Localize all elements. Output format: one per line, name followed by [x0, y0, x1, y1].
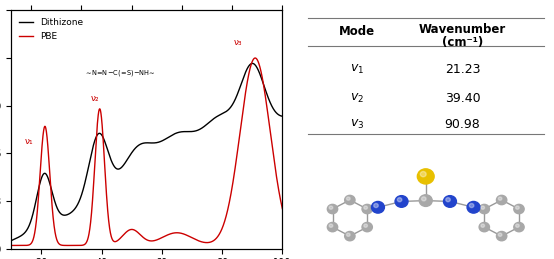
Text: $\mathsf{\sim\!N\!=\!N\!-\!C(\!=\!S)\!-\!NH\!\sim}$: $\mathsf{\sim\!N\!=\!N\!-\!C(\!=\!S)\!-\…	[84, 68, 156, 78]
PBE	[22, 244, 28, 247]
Dithizone	[279, 115, 286, 118]
Dithizone	[222, 111, 228, 114]
Dithizone	[140, 142, 146, 145]
PBE	[8, 244, 14, 247]
Text: ν₃: ν₃	[234, 38, 243, 47]
Text: ν₂: ν₂	[91, 94, 100, 103]
PBE	[252, 56, 259, 60]
PBE	[222, 220, 228, 223]
Dithizone	[271, 109, 278, 112]
Dithizone	[22, 231, 28, 234]
Dithizone	[271, 109, 278, 112]
Text: 21.23: 21.23	[445, 63, 480, 76]
PBE	[279, 207, 286, 210]
Dithizone	[132, 146, 139, 149]
Line: Dithizone: Dithizone	[11, 63, 283, 241]
Text: $v_2$: $v_2$	[350, 92, 364, 105]
Text: $v_3$: $v_3$	[350, 118, 364, 131]
Text: 39.40: 39.40	[445, 92, 480, 105]
PBE	[140, 236, 146, 239]
PBE	[271, 161, 278, 164]
Dithizone	[249, 62, 256, 65]
Text: Mode: Mode	[339, 25, 375, 38]
Text: ν₁: ν₁	[24, 137, 33, 146]
PBE	[271, 162, 278, 166]
Legend: Dithizone, PBE: Dithizone, PBE	[16, 15, 87, 45]
Text: Wavenumber: Wavenumber	[419, 23, 506, 36]
Line: PBE: PBE	[11, 58, 283, 246]
PBE	[132, 229, 139, 232]
Text: 90.98: 90.98	[445, 118, 480, 131]
Dithizone	[8, 239, 14, 242]
Text: (cm⁻¹): (cm⁻¹)	[442, 36, 483, 49]
Text: $v_1$: $v_1$	[350, 63, 364, 76]
